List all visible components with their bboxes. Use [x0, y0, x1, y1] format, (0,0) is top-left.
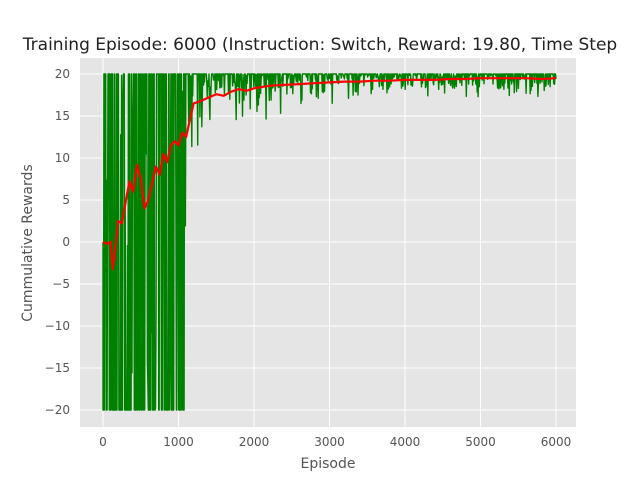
x-tick-label: 6000 [541, 435, 572, 449]
y-axis-label: Cummulative Rewards [20, 164, 36, 321]
y-tick-label: −15 [45, 361, 70, 375]
y-tick-label: 15 [55, 109, 70, 123]
x-tick-label: 4000 [390, 435, 421, 449]
y-tick-label: 10 [55, 151, 70, 165]
y-tick-label: −20 [45, 403, 70, 417]
y-tick-label: −5 [52, 277, 70, 291]
x-tick-label: 5000 [465, 435, 496, 449]
x-tick-label: 3000 [314, 435, 345, 449]
y-tick-label: −10 [45, 319, 70, 333]
chart-title: Training Episode: 6000 (Instruction: Swi… [22, 35, 617, 55]
y-tick-label: 20 [55, 67, 70, 81]
y-tick-labels: −20 −15 −10 −5 0 5 10 15 20 [45, 67, 70, 417]
x-tick-label: 0 [99, 435, 107, 449]
x-axis-label: Episode [301, 456, 356, 472]
x-tick-label: 2000 [239, 435, 270, 449]
y-tick-label: 5 [62, 193, 70, 207]
green-series-line [102, 73, 557, 411]
red-series [102, 77, 557, 270]
y-tick-label: 0 [62, 235, 70, 249]
x-tick-labels: 0 1000 2000 3000 4000 5000 6000 [99, 435, 571, 449]
red-series-line [102, 77, 557, 270]
x-tick-label: 1000 [163, 435, 194, 449]
green-series [102, 73, 557, 411]
